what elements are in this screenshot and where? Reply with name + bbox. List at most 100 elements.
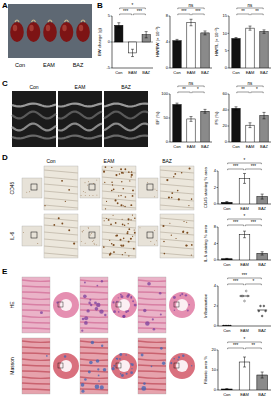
- infiltrate: [159, 292, 162, 295]
- significance-label: ***: [137, 9, 143, 14]
- y-tick-label: 60: [223, 91, 228, 96]
- significance-label: ns: [248, 81, 254, 86]
- fibre: [102, 177, 136, 180]
- error-line: [250, 26, 251, 30]
- error-line: [191, 117, 192, 122]
- bar: [260, 116, 268, 142]
- fibrosis: [89, 361, 93, 365]
- y-tick: [228, 68, 230, 69]
- y-tick: [228, 50, 230, 51]
- stain-dot: [128, 255, 129, 256]
- column-label: EAM: [104, 158, 115, 164]
- error-cap: [243, 237, 246, 238]
- stain-dot: [131, 171, 133, 173]
- error-cap: [263, 112, 266, 113]
- heart-highlight: [62, 25, 66, 31]
- stain-dot: [111, 243, 113, 245]
- stain-dot: [96, 194, 98, 196]
- significance-label: ***: [251, 220, 257, 225]
- x-tick-label: BAZ: [142, 70, 150, 75]
- point: [263, 305, 265, 307]
- photo-background: [8, 4, 92, 58]
- fibre: [80, 304, 108, 305]
- overview: [22, 178, 42, 198]
- echo-band: [12, 104, 56, 107]
- error-cap: [190, 19, 193, 20]
- stain-dot: [123, 205, 124, 206]
- chart: 050100EF (%)ConEAMBAZ***ns: [155, 81, 212, 148]
- lumen: [176, 299, 188, 311]
- stain-dot: [80, 241, 82, 243]
- stain-dot: [132, 236, 133, 237]
- heart-vessel: [32, 20, 36, 22]
- stain-dot: [169, 223, 170, 224]
- significance-label: *: [244, 214, 246, 219]
- error-cap: [225, 258, 228, 259]
- stain-dot: [120, 244, 122, 246]
- stain-dot: [154, 243, 156, 245]
- overview: [80, 178, 100, 198]
- bar: [173, 105, 181, 142]
- lumen: [118, 299, 130, 311]
- bar: [201, 33, 209, 68]
- heart: [60, 22, 74, 42]
- fibre: [102, 191, 136, 194]
- y-tick-label: 4: [166, 39, 169, 44]
- infiltrate: [84, 282, 86, 284]
- fibre: [22, 304, 50, 305]
- stain-dot: [183, 221, 184, 222]
- overview: [80, 226, 100, 246]
- infiltrate: [123, 315, 126, 318]
- fibre: [44, 170, 78, 173]
- error-bar: [243, 231, 246, 238]
- significance-label: ns: [248, 3, 254, 8]
- stain-dot: [108, 219, 110, 221]
- stain-dot: [134, 232, 136, 234]
- stain-dot: [121, 181, 122, 182]
- fibre: [138, 359, 166, 360]
- y-tick: [217, 171, 219, 172]
- heart: [43, 22, 57, 42]
- error-bar: [204, 31, 207, 35]
- chart: -505BW change (g)ConEAMBAZ*******: [97, 3, 153, 74]
- mean-line: [240, 296, 250, 297]
- x-tick-label: BAZ: [260, 144, 268, 149]
- stain-dot: [89, 195, 91, 197]
- fibrosis: [191, 365, 192, 366]
- infiltrate: [120, 295, 123, 298]
- x-tick-label: Con: [173, 70, 180, 75]
- fibre: [160, 191, 194, 194]
- fibre: [22, 310, 50, 311]
- y-tick-label: 8: [214, 224, 217, 229]
- stain-dot: [93, 183, 95, 185]
- fibrosis: [143, 382, 146, 385]
- stain-dot: [120, 195, 121, 196]
- y-tick: [217, 286, 219, 287]
- echo-band: [58, 136, 102, 139]
- bar: [222, 202, 233, 204]
- y-tick: [217, 326, 219, 327]
- error-bar: [204, 109, 207, 113]
- fibrosis: [98, 380, 100, 382]
- fibre: [102, 253, 136, 256]
- error-cap: [117, 22, 120, 23]
- stain-dot: [84, 194, 86, 196]
- group-label: Con: [15, 62, 25, 68]
- stain-dot: [123, 238, 125, 240]
- error-cap: [249, 26, 252, 27]
- echo-band: [104, 104, 148, 107]
- stain-dot: [125, 252, 126, 253]
- fibrosis: [112, 367, 115, 370]
- marks: [173, 19, 209, 68]
- error-cap: [243, 173, 246, 174]
- x-tick-label: EAM: [246, 144, 255, 149]
- fibrosis: [177, 359, 179, 361]
- stain-dot: [113, 188, 115, 190]
- fibre: [138, 377, 166, 378]
- y-axis-label: Inflammation: [203, 293, 208, 318]
- infiltrate: [127, 310, 129, 312]
- fibrosis: [98, 375, 100, 377]
- stain-dot: [139, 227, 141, 229]
- histology-image: [22, 277, 79, 333]
- bar: [115, 25, 123, 42]
